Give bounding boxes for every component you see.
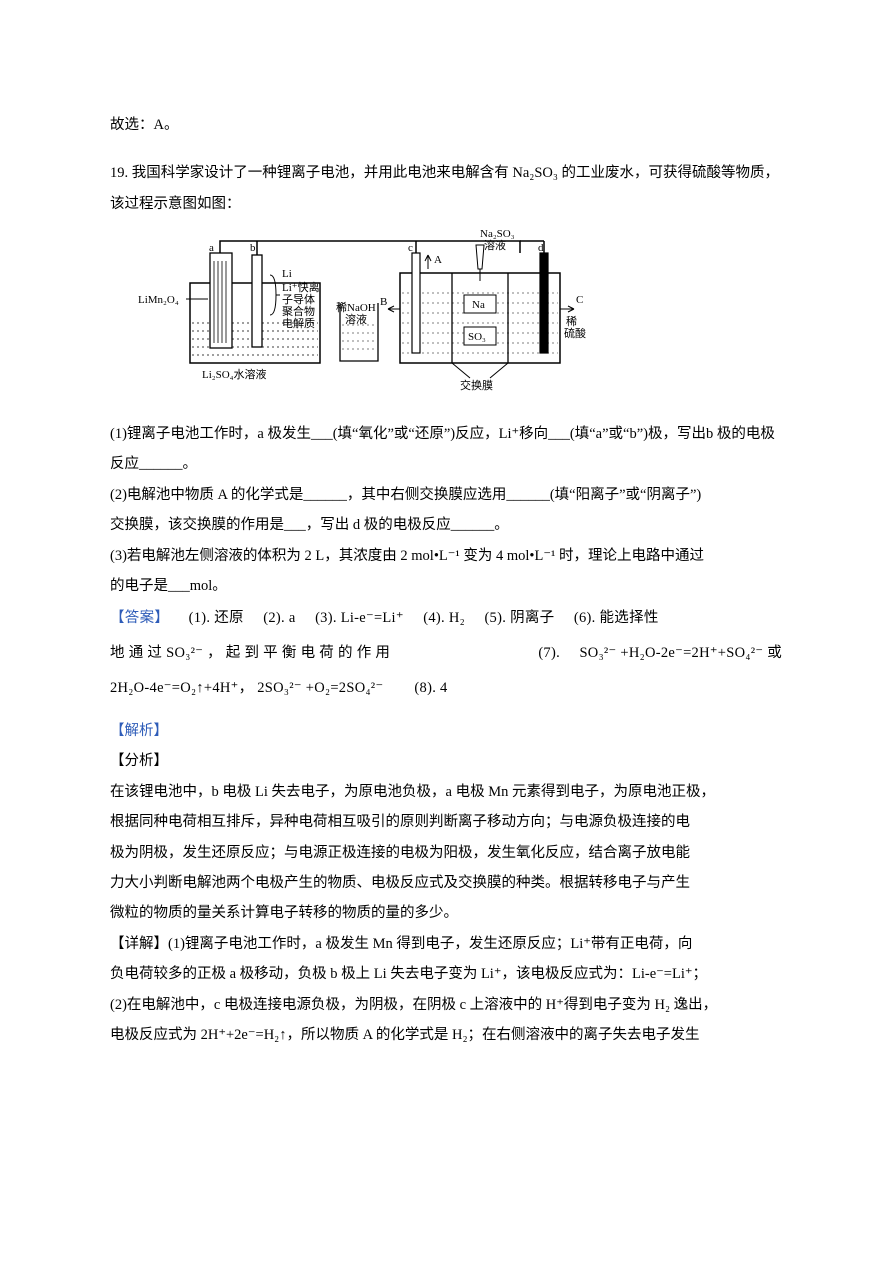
analysis-4: 力大小判断电解池两个电极产生的物质、电极反应式及交换膜的种类。根据转移电子与产生: [110, 868, 782, 898]
label-membrane: 交换膜: [460, 378, 493, 392]
a8-n: (8).: [414, 680, 436, 696]
label-limn2o4: LiMn₂O₄: [138, 294, 179, 306]
label-na-box: Na: [472, 299, 485, 311]
analysis-2: 根据同种电荷相互排斥，异种电荷相互吸引的原则判断离子移动方向；与电源负极连接的电: [110, 807, 782, 837]
label-c: c: [408, 242, 413, 254]
label-h2so4-2: 硫酸: [564, 326, 586, 340]
label-elec: 电解质: [282, 316, 315, 330]
a6a: 能选择性: [600, 610, 659, 626]
q-part-2a: (2)电解池中物质 A 的化学式是______，其中右侧交换膜应选用______…: [110, 480, 782, 510]
a6b: 地 通 过 SO₃²⁻ ， 起 到 平 衡 电 荷 的 作 用: [110, 636, 390, 671]
label-cond2: 子导体: [282, 292, 315, 306]
a4-n: (4).: [423, 610, 445, 626]
spacer: [110, 140, 782, 158]
a3: Li-e⁻=Li⁺: [341, 610, 404, 626]
label-d: d: [538, 242, 544, 254]
label-h2so4-1: 稀: [566, 315, 577, 328]
a5: 阴离子: [510, 610, 554, 626]
answers-block: 【答案】 (1). 还原 (2). a (3). Li-e⁻=Li⁺ (4). …: [110, 601, 782, 636]
a4: H₂: [449, 610, 465, 626]
label-C: C: [576, 294, 583, 306]
label-A: A: [434, 254, 442, 266]
answer-label: 【答案】: [110, 610, 169, 626]
analysis-1: 在该锂电池中，b 电极 Li 失去电子，为原电池负极，a 电极 Mn 元素得到电…: [110, 777, 782, 807]
a7a: SO₃²⁻ +H₂O-2e⁻=2H⁺+SO₄²⁻ 或: [579, 645, 782, 661]
label-na2so3-1: Na₂SO₃: [480, 228, 515, 240]
a7b: 2H₂O-4e⁻=O₂↑+4H⁺， 2SO₃²⁻ +O₂=2SO₄²⁻: [110, 680, 383, 696]
a2: a: [289, 610, 296, 626]
a8: 4: [440, 680, 448, 696]
question-text: 我国科学家设计了一种锂离子电池，并用此电池来电解含有 Na₂SO₃ 的工业废水，…: [110, 165, 779, 211]
apparatus-svg: a b Li Li⁺快离 子导体 聚合物 电解质 LiMn₂O₄ Li₂SO₄水…: [180, 233, 600, 393]
detail-label: 【详解】: [110, 936, 168, 952]
label-na2so3-2: 溶液: [484, 238, 506, 252]
analysis-label: 【解析】: [110, 716, 782, 746]
fenxi-label: 【分析】: [110, 746, 782, 776]
q-part-3a: (3)若电解池左侧溶液的体积为 2 L，其浓度由 2 mol•L⁻¹ 变为 4 …: [110, 541, 782, 571]
label-so3-box: SO₃: [468, 331, 486, 343]
left-cell: a b Li Li⁺快离 子导体 聚合物 电解质 LiMn₂O₄ Li₂SO₄水…: [138, 241, 320, 381]
detail-4: 电极反应式为 2H⁺+2e⁻=H₂↑，所以物质 A 的化学式是 H₂；在右侧溶液…: [110, 1020, 782, 1050]
a6-n: (6).: [574, 610, 596, 626]
label-poly: 聚合物: [282, 304, 315, 318]
a5-n: (5).: [484, 610, 506, 626]
analysis-3: 极为阴极，发生还原反应；与电源正极连接的电极为阳极，发生氧化反应，结合离子放电能: [110, 838, 782, 868]
label-naoh1: 稀NaOH: [336, 301, 376, 314]
label-cond1: Li⁺快离: [282, 280, 320, 294]
q-part-3b: 的电子是___mol。: [110, 571, 782, 601]
wire: [220, 241, 520, 253]
label-naoh2: 溶液: [345, 312, 367, 326]
detail-2: 负电荷较多的正极 a 极移动，负极 b 极上 Li 失去电子变为 Li⁺，该电极…: [110, 959, 782, 989]
label-b: b: [250, 242, 256, 254]
question-stem: 19. 我国科学家设计了一种锂离子电池，并用此电池来电解含有 Na₂SO₃ 的工…: [110, 158, 782, 219]
naoh-cell: 稀NaOH 溶液: [336, 301, 378, 361]
question-number: 19.: [110, 165, 128, 181]
label-a: a: [209, 242, 214, 254]
a3-n: (3).: [315, 610, 337, 626]
label-li2so4: Li₂SO₄水溶液: [202, 367, 267, 381]
page: 故选：A。 19. 我国科学家设计了一种锂离子电池，并用此电池来电解含有 Na₂…: [0, 0, 892, 1091]
diagram: a b Li Li⁺快离 子导体 聚合物 电解质 LiMn₂O₄ Li₂SO₄水…: [180, 233, 782, 404]
previous-answer-tail: 故选：A。: [110, 110, 782, 140]
label-B: B: [380, 296, 387, 308]
analysis-5: 微粒的物质的量关系计算电子转移的物质的量的多少。: [110, 898, 782, 928]
a7-n: (7).: [538, 645, 560, 661]
detail-1: (1)锂离子电池工作时，a 极发生 Mn 得到电子，发生还原反应；Li⁺带有正电…: [168, 936, 692, 952]
q-part-2b: 交换膜，该交换膜的作用是___，写出 d 极的电极反应______。: [110, 510, 782, 540]
q-part-1: (1)锂离子电池工作时，a 极发生___(填“氧化”或“还原”)反应，Li⁺移向…: [110, 419, 782, 480]
answers-line2: 地 通 过 SO₃²⁻ ， 起 到 平 衡 电 荷 的 作 用 (7). SO₃…: [110, 636, 782, 671]
detail-3: (2)在电解池中，c 电极连接电源负极，为阴极，在阴极 c 上溶液中的 H⁺得到…: [110, 990, 782, 1020]
detail-block: 【详解】(1)锂离子电池工作时，a 极发生 Mn 得到电子，发生还原反应；Li⁺…: [110, 929, 782, 959]
a1: 还原: [214, 610, 244, 626]
a2-n: (2).: [263, 610, 285, 626]
label-li: Li: [282, 268, 292, 280]
right-cell: c d Na₂SO₃ 溶液 Na SO₃ A: [380, 228, 586, 392]
a1-n: (1).: [189, 610, 211, 626]
answers-line3: 2H₂O-4e⁻=O₂↑+4H⁺， 2SO₃²⁻ +O₂=2SO₄²⁻ (8).…: [110, 671, 782, 706]
